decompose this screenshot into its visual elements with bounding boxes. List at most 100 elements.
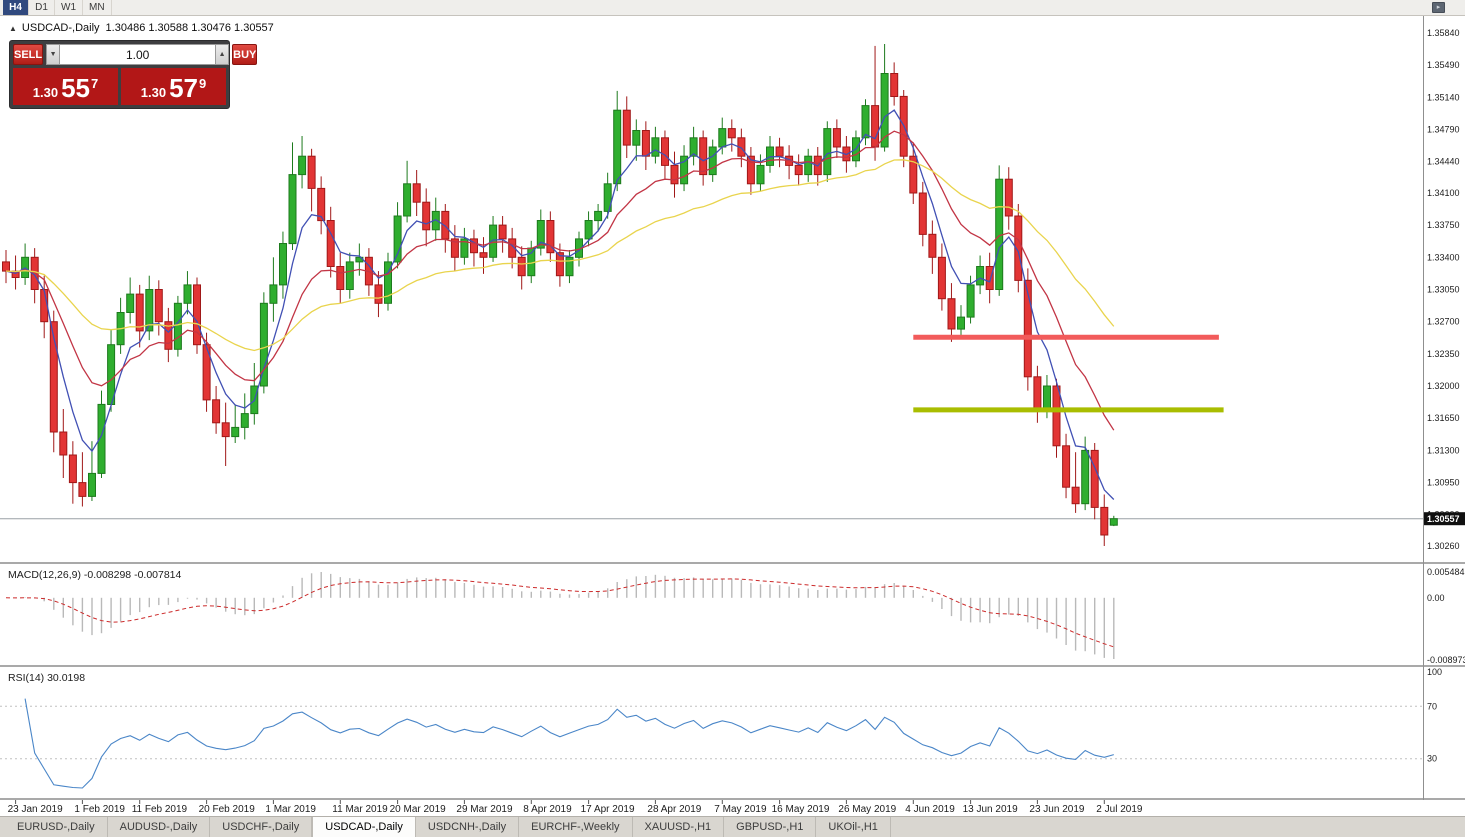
chart-tab-gbpusd-h1[interactable]: GBPUSD-,H1 bbox=[724, 817, 817, 837]
macd-signal-line bbox=[5, 578, 1114, 648]
candle-down bbox=[2, 261, 10, 272]
candle-down bbox=[202, 344, 211, 401]
ohlc-low-value: 1.30476 bbox=[191, 22, 231, 34]
buy-price-display[interactable]: 1.30 57 9 bbox=[121, 68, 226, 105]
timeframe-button-group: H4 D1 W1 MN bbox=[3, 0, 112, 15]
candle-down bbox=[422, 201, 431, 231]
price-axis-label: 1.34100 bbox=[1427, 188, 1460, 198]
moving-average-slow bbox=[5, 159, 1115, 352]
candle-down bbox=[470, 238, 478, 254]
date-axis-label: 2 Jul 2019 bbox=[1096, 804, 1143, 815]
candle-down bbox=[775, 146, 784, 157]
buy-button[interactable]: BUY bbox=[232, 44, 258, 65]
candle-up bbox=[708, 146, 717, 176]
price-axis-label: 1.34440 bbox=[1427, 157, 1460, 167]
timeframe-toolbar: H4 D1 W1 MN ▸ bbox=[0, 0, 1465, 16]
candle-down bbox=[890, 73, 899, 97]
date-axis-label: 11 Feb 2019 bbox=[132, 804, 188, 815]
rsi-indicator-label: RSI(14) 30.0198 bbox=[8, 672, 85, 684]
chart-tab-usdchf-daily[interactable]: USDCHF-,Daily bbox=[210, 817, 313, 837]
candle-down bbox=[699, 137, 708, 176]
price-axis-label: 1.31650 bbox=[1427, 413, 1460, 423]
chart-legend: ▲ USDCAD-,Daily 1.30486 1.30588 1.30476 1.… bbox=[9, 22, 274, 34]
chart-tab-usdcad-daily[interactable]: USDCAD-,Daily bbox=[312, 817, 416, 837]
chart-tab-audusd-daily[interactable]: AUDUSD-,Daily bbox=[108, 817, 211, 837]
candle-down bbox=[479, 252, 488, 258]
sell-price-base: 1.30 bbox=[32, 85, 59, 100]
candle-down bbox=[746, 155, 755, 185]
current-price-tag bbox=[1424, 512, 1465, 526]
pane-divider bbox=[0, 665, 1465, 667]
candle-up bbox=[880, 73, 889, 148]
date-axis-label: 16 May 2019 bbox=[772, 804, 830, 815]
current-price-tag-label: 1.30557 bbox=[1427, 514, 1460, 524]
timeframe-button-h4[interactable]: H4 bbox=[3, 0, 29, 15]
scroll-to-end-button[interactable]: ▸ bbox=[1432, 2, 1445, 13]
candle-down bbox=[164, 321, 173, 350]
candle-down bbox=[374, 284, 383, 304]
candle-up bbox=[173, 302, 182, 350]
volume-decrease-button[interactable]: ▼ bbox=[46, 44, 61, 65]
sell-button[interactable]: SELL bbox=[13, 44, 44, 65]
candle-down bbox=[212, 399, 221, 424]
date-axis-label: 7 May 2019 bbox=[714, 804, 767, 815]
candle-up bbox=[345, 261, 354, 290]
candle-up bbox=[240, 413, 249, 428]
candle-up bbox=[269, 284, 278, 304]
candle-down bbox=[193, 284, 201, 346]
date-axis-label: 4 Jun 2019 bbox=[905, 804, 955, 815]
date-axis-label: 11 Mar 2019 bbox=[332, 804, 388, 815]
one-click-panel-toggle-icon[interactable]: ▲ bbox=[9, 24, 17, 33]
candle-up bbox=[689, 137, 698, 157]
price-axis-label: 1.32350 bbox=[1427, 349, 1460, 359]
chart-symbol-period: USDCAD-,Daily bbox=[21, 22, 100, 34]
candle-down bbox=[49, 321, 58, 433]
date-axis-label: 8 Apr 2019 bbox=[523, 804, 572, 815]
candle-up bbox=[536, 220, 545, 249]
chart-tabs-bar: EURUSD-,Daily AUDUSD-,Daily USDCHF-,Daily U… bbox=[0, 816, 1465, 837]
ohlc-high-value: 1.30588 bbox=[148, 22, 189, 34]
candle-up bbox=[1109, 518, 1118, 526]
date-axis-label: 13 Jun 2019 bbox=[963, 804, 1018, 815]
trade-prices-row: 1.30 55 7 1.30 57 9 bbox=[13, 68, 226, 105]
macd-axis-max-label: 0.005484 bbox=[1427, 567, 1465, 577]
chart-tab-ukoil-h1[interactable]: UKOil-,H1 bbox=[816, 817, 891, 837]
date-axis-label: 26 May 2019 bbox=[838, 804, 896, 815]
moving-average-medium bbox=[5, 130, 1115, 431]
candle-up bbox=[460, 238, 469, 258]
price-axis-label: 1.30950 bbox=[1427, 478, 1460, 488]
timeframe-button-d1[interactable]: D1 bbox=[29, 0, 55, 15]
price-axis-label: 1.35840 bbox=[1427, 28, 1460, 38]
chart-tab-eurusd-daily[interactable]: EURUSD-,Daily bbox=[5, 817, 108, 837]
candle-up bbox=[145, 289, 154, 332]
date-axis-label: 20 Mar 2019 bbox=[390, 804, 447, 815]
price-chart[interactable]: 1.35840 1.35490 1.35140 1.34790 1.34440 1.341… bbox=[0, 16, 1465, 816]
volume-increase-button[interactable]: ▲ bbox=[215, 44, 230, 65]
sell-price-display[interactable]: 1.30 55 7 bbox=[13, 68, 118, 105]
volume-input[interactable] bbox=[60, 44, 216, 65]
chart-tab-xauusd-h1[interactable]: XAUUSD-,H1 bbox=[633, 817, 725, 837]
price-axis-label: 1.33050 bbox=[1427, 285, 1460, 295]
candle-down bbox=[661, 137, 669, 166]
chart-tab-eurchf-weekly[interactable]: EURCHF-,Weekly bbox=[519, 817, 633, 837]
candle-down bbox=[1023, 279, 1032, 378]
price-axis-label: 1.32000 bbox=[1427, 381, 1460, 391]
candle-down bbox=[508, 238, 517, 258]
trade-controls-row: SELL ▼ ▲ BUY bbox=[13, 44, 258, 65]
candle-up bbox=[651, 137, 660, 157]
timeframe-button-w1[interactable]: W1 bbox=[55, 0, 83, 15]
timeframe-button-mn[interactable]: MN bbox=[83, 0, 112, 15]
candle-up bbox=[489, 224, 498, 258]
price-axis-label: 1.30260 bbox=[1427, 541, 1460, 551]
candle-down bbox=[1100, 506, 1109, 536]
buy-price-pipette: 9 bbox=[199, 76, 207, 91]
candle-down bbox=[794, 164, 803, 176]
chart-tab-usdcnh-daily[interactable]: USDCNH-,Daily bbox=[416, 817, 520, 837]
price-axis-label: 1.35140 bbox=[1427, 92, 1460, 102]
candle-up bbox=[231, 426, 240, 438]
candle-down bbox=[317, 187, 326, 222]
candle-up bbox=[594, 210, 603, 222]
candle-up bbox=[279, 243, 287, 286]
candle-down bbox=[670, 164, 679, 185]
candle-up bbox=[298, 155, 307, 176]
